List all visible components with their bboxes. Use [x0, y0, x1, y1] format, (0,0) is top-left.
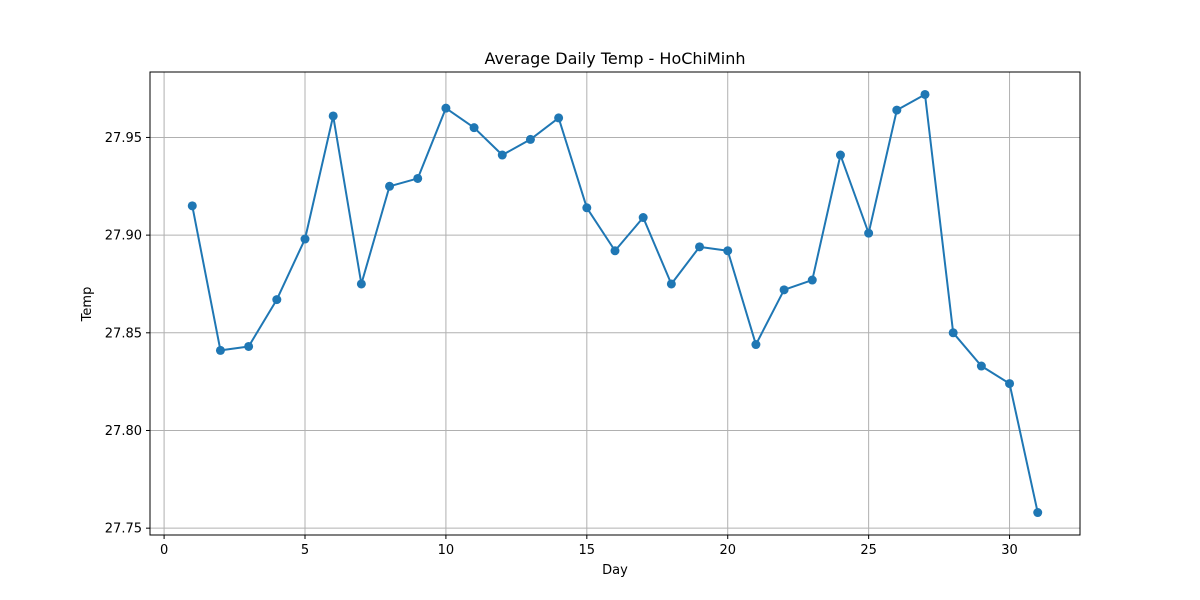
- x-axis-ticks: 0 5 10 15 20 25 30: [160, 535, 1018, 558]
- data-point: [695, 242, 705, 252]
- data-point: [638, 213, 648, 223]
- y-tick-label: 27.95: [105, 131, 142, 146]
- data-point: [1005, 379, 1015, 389]
- series-line-layer: [191, 93, 1039, 513]
- data-point: [356, 279, 366, 289]
- y-tick-label: 27.90: [105, 229, 142, 244]
- grid-lines: [150, 72, 1080, 535]
- y-axis-ticks: 27.75 27.80 27.85 27.90 27.95: [105, 131, 150, 537]
- x-tick-label: 10: [438, 543, 455, 558]
- data-point: [328, 111, 338, 121]
- data-point: [582, 203, 592, 213]
- data-point: [554, 113, 564, 123]
- series-line: [191, 93, 1039, 513]
- data-point: [469, 123, 479, 133]
- data-point: [948, 328, 958, 338]
- data-point: [723, 246, 733, 256]
- x-tick-label: 20: [719, 543, 736, 558]
- data-markers: [187, 89, 1043, 518]
- data-point: [864, 228, 874, 238]
- y-axis-label: Temp: [80, 287, 95, 323]
- data-point: [835, 150, 845, 160]
- data-point: [413, 173, 423, 183]
- x-axis-label: Day: [602, 563, 628, 578]
- y-tick-label: 27.85: [105, 326, 142, 341]
- data-point: [441, 103, 451, 113]
- data-point: [385, 181, 395, 191]
- data-point: [187, 201, 197, 211]
- x-tick-label: 25: [860, 543, 877, 558]
- data-point: [892, 105, 902, 115]
- y-tick-label: 27.75: [105, 522, 142, 537]
- data-point: [525, 134, 535, 144]
- chart-title: Average Daily Temp - HoChiMinh: [484, 49, 745, 68]
- data-point: [272, 295, 282, 305]
- data-point: [300, 234, 310, 244]
- data-point: [751, 340, 761, 350]
- data-point: [807, 275, 817, 285]
- data-point: [244, 341, 254, 351]
- plot-area-frame: [149, 71, 1081, 536]
- data-point: [779, 285, 789, 295]
- x-tick-label: 15: [579, 543, 596, 558]
- x-tick-label: 0: [160, 543, 168, 558]
- x-tick-label: 5: [301, 543, 309, 558]
- y-tick-label: 27.80: [105, 424, 142, 439]
- data-point: [1033, 508, 1043, 518]
- data-point: [497, 150, 507, 160]
- data-point: [666, 279, 676, 289]
- data-point: [920, 89, 930, 99]
- data-point: [215, 345, 225, 355]
- x-tick-label: 30: [1001, 543, 1018, 558]
- data-point: [976, 361, 986, 371]
- data-point: [610, 246, 620, 256]
